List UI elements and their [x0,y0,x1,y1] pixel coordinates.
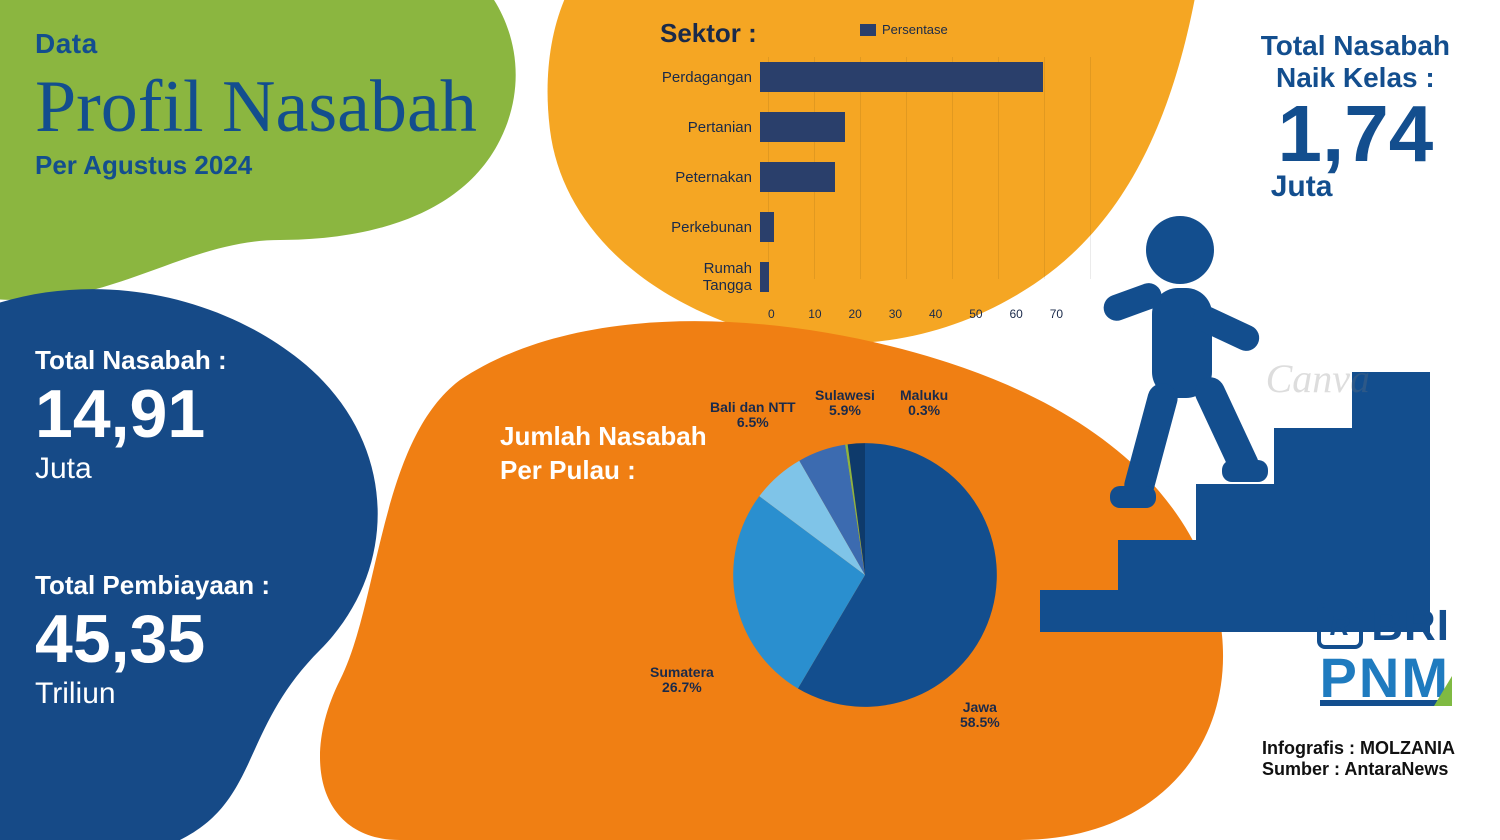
bar-row-label: Pertanian [660,119,760,136]
bar-row-label: Perkebunan [660,219,760,236]
bar-row: Peternakan [660,157,1090,197]
credit-line-2: Sumber : AntaraNews [1262,759,1455,780]
stat-total-pembiayaan: Total Pembiayaan : 45,35 Triliun [35,570,270,711]
naik-kelas-block: Total Nasabah Naik Kelas : 1,74 Juta [1261,30,1450,204]
bar-fill [760,262,769,292]
bar-row-label: Perdagangan [660,69,760,86]
pie-label: Maluku0.3% [900,388,948,419]
pie-title: Jumlah Nasabah Per Pulau : [500,420,707,488]
header-title: Profil Nasabah [35,70,477,144]
stat-unit: Juta [35,452,227,486]
legend-swatch [860,24,876,36]
stat-value: 45,35 [35,605,270,673]
bar-fill [760,162,835,192]
bri-icon [1317,603,1363,649]
credits: Infografis : MOLZANIA Sumber : AntaraNew… [1262,738,1455,780]
pnm-logo: PNM [1320,645,1450,710]
naik-line1: Total Nasabah [1261,30,1450,62]
header: Data Profil Nasabah Per Agustus 2024 [35,28,477,181]
logos: BRI PNM [1317,601,1450,710]
climber-icon [1040,210,1430,645]
bar-fill [760,112,845,142]
bar-row-label: Peternakan [660,169,760,186]
header-date: Per Agustus 2024 [35,150,477,181]
naik-value: 1,74 [1261,98,1450,170]
header-small: Data [35,28,477,60]
bar-fill [760,212,774,242]
bar-chart-sektor: Sektor : Persentase PerdaganganPertanian… [660,18,1090,321]
bar-row-label: Rumah Tangga [660,260,760,294]
pie-chart-pulau: Jumlah Nasabah Per Pulau : Jawa58.5%Suma… [720,430,1010,725]
bar-row: Pertanian [660,107,1090,147]
bar-fill [760,62,1043,92]
pie-label: Sulawesi5.9% [815,388,875,419]
stat-label: Total Nasabah : [35,345,227,376]
stat-value: 14,91 [35,380,227,448]
legend-label: Persentase [882,22,948,37]
bar-row: Rumah Tangga [660,257,1090,297]
bar-chart-legend: Persentase [860,22,948,37]
pie-label: Jawa58.5% [960,700,1000,731]
stat-total-nasabah: Total Nasabah : 14,91 Juta [35,345,227,486]
watermark: Canva [1266,355,1370,402]
pie-label: Bali dan NTT6.5% [710,400,796,431]
stat-label: Total Pembiayaan : [35,570,270,601]
bar-row: Perkebunan [660,207,1090,247]
pie-svg [720,430,1010,720]
stat-unit: Triliun [35,677,270,711]
bar-row: Perdagangan [660,57,1090,97]
bri-logo: BRI [1317,601,1450,651]
pie-label: Sumatera26.7% [650,665,714,696]
credit-line-1: Infografis : MOLZANIA [1262,738,1455,759]
